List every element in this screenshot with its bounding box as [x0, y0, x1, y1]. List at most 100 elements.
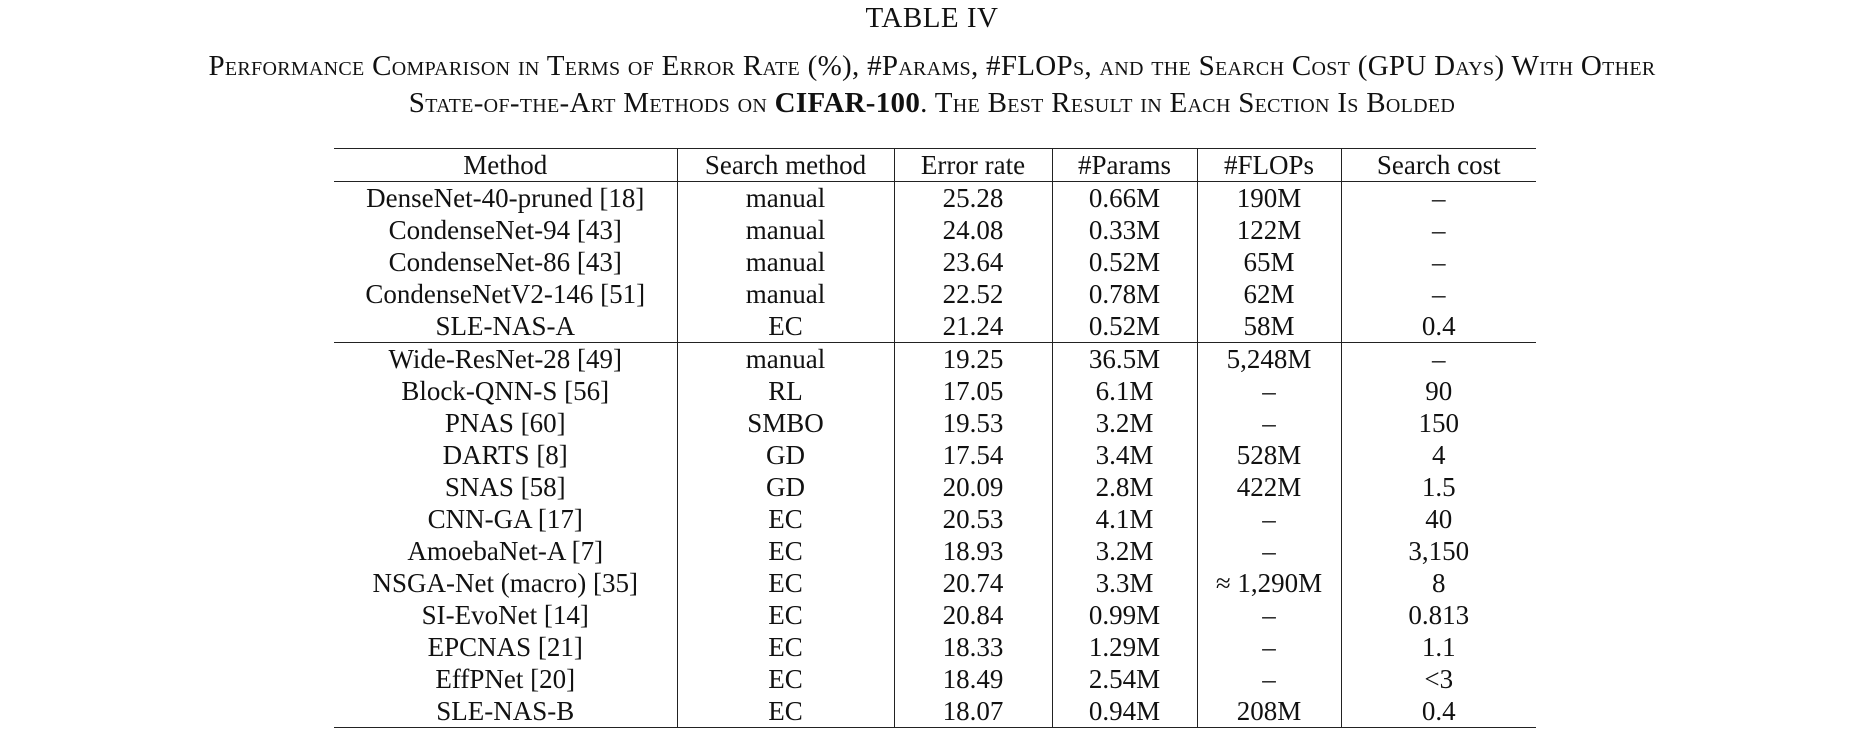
cell-search-method: EC: [676, 695, 895, 728]
cell-flops: –: [1196, 535, 1342, 567]
cell-error-rate: 20.09: [893, 471, 1053, 503]
caption-line-2: State-of-the-Art Methods on CIFAR-100. T…: [0, 85, 1864, 122]
cell-search-method: manual: [676, 181, 895, 214]
cell-params: 3.2M: [1051, 407, 1198, 439]
header-error-rate: Error rate: [893, 148, 1053, 182]
cell-error-rate: 18.33: [893, 631, 1053, 663]
cell-search-method: EC: [676, 503, 895, 535]
cell-method: CondenseNetV2-146 [51]: [334, 278, 678, 310]
cell-search-method: EC: [676, 535, 895, 567]
cell-flops: 528M: [1196, 439, 1342, 471]
cell-method: EPCNAS [21]: [334, 631, 678, 663]
table-row: SI-EvoNet [14] EC 20.84 0.99M –0.813: [334, 599, 1536, 631]
cell-flops: 422M: [1196, 471, 1342, 503]
cell-flops: –: [1196, 503, 1342, 535]
cell-params: 3.4M: [1051, 439, 1198, 471]
cell-flops: –: [1196, 407, 1342, 439]
cell-flops: 122M: [1196, 214, 1342, 246]
cell-params: 0.52M: [1051, 310, 1198, 343]
cell-error-rate: 17.05: [893, 375, 1053, 407]
cell-method: AmoebaNet-A [7]: [334, 535, 678, 567]
cell-flops: –: [1196, 599, 1342, 631]
cell-search-method: manual: [676, 342, 895, 375]
cell-search-cost: –: [1340, 278, 1536, 310]
header-flops: #FLOPs: [1196, 148, 1342, 182]
table-row: CondenseNet-94 [43] manual 24.08 0.33M 122M –: [334, 214, 1536, 246]
table-row: SLE-NAS-A EC 21.24 0.52M 58M 0.4: [334, 310, 1536, 343]
header-method: Method: [334, 148, 678, 182]
cell-params: 0.78M: [1051, 278, 1198, 310]
cell-method: CondenseNet-94 [43]: [334, 214, 678, 246]
cell-search-method: manual: [676, 246, 895, 278]
cell-search-method: manual: [676, 278, 895, 310]
cell-method: NSGA-Net (macro) [35]: [334, 567, 678, 599]
cell-search-cost: 4: [1340, 439, 1536, 471]
caption-line-2-prefix: State-of-the-Art Methods on: [408, 87, 775, 119]
table-row: CondenseNet-86 [43] manual 23.64 0.52M 65M –: [334, 246, 1536, 278]
table-row: Wide-ResNet-28 [49] manual 19.25 36.5M 5,248…: [334, 342, 1536, 375]
cell-params: 0.66M: [1051, 181, 1198, 214]
caption-line-1: Performance Comparison in Terms of Error…: [208, 50, 1656, 82]
cell-params: 0.99M: [1051, 599, 1198, 631]
cell-method: PNAS [60]: [334, 407, 678, 439]
cell-flops: –: [1196, 375, 1342, 407]
cell-method: SI-EvoNet [14]: [334, 599, 678, 631]
cell-flops: –: [1196, 631, 1342, 663]
table-row: DARTS [8] GD 17.54 3.4M 528M 4: [334, 439, 1536, 471]
cell-search-cost: 150: [1340, 407, 1536, 439]
table-row: EPCNAS [21] EC 18.33 1.29M –1.1: [334, 631, 1536, 663]
table-row: PNAS [60] SMBO 19.53 3.2M –150: [334, 407, 1536, 439]
header-params: #Params: [1051, 148, 1198, 182]
cell-params: 36.5M: [1051, 342, 1198, 375]
cell-error-rate: 19.53: [893, 407, 1053, 439]
cell-params: 6.1M: [1051, 375, 1198, 407]
cell-search-method: EC: [676, 567, 895, 599]
cell-search-cost: 8: [1340, 567, 1536, 599]
cell-params: 3.3M: [1051, 567, 1198, 599]
cell-search-method: GD: [676, 439, 895, 471]
table-caption: Performance Comparison in Terms of Error…: [0, 48, 1864, 122]
cell-search-method: EC: [676, 599, 895, 631]
cell-search-cost: 0.4: [1340, 695, 1536, 728]
cell-method: DenseNet-40-pruned [18]: [334, 181, 678, 214]
cell-flops: 5,248M: [1196, 342, 1342, 375]
header-search-cost: Search cost: [1340, 148, 1536, 182]
table-row: CondenseNetV2-146 [51] manual 22.52 0.78M 62…: [334, 278, 1536, 310]
results-table: Method Search method Error rate #Params …: [334, 148, 1536, 728]
cell-search-method: EC: [676, 663, 895, 695]
table-section-2: Wide-ResNet-28 [49] manual 19.25 36.5M 5,248…: [334, 342, 1536, 728]
cell-error-rate: 18.49: [893, 663, 1053, 695]
cell-search-cost: <3: [1340, 663, 1536, 695]
cell-method: SNAS [58]: [334, 471, 678, 503]
cell-error-rate: 21.24: [893, 310, 1053, 343]
cell-search-method: RL: [676, 375, 895, 407]
cell-method: Block-QNN-S [56]: [334, 375, 678, 407]
table-row: DenseNet-40-pruned [18] manual 25.28 0.66M 1…: [334, 181, 1536, 214]
cell-search-cost: –: [1340, 181, 1536, 214]
cell-params: 0.94M: [1051, 695, 1198, 728]
cell-method: CNN-GA [17]: [334, 503, 678, 535]
cell-error-rate: 19.25: [893, 342, 1053, 375]
cell-method: CondenseNet-86 [43]: [334, 246, 678, 278]
cell-search-cost: –: [1340, 246, 1536, 278]
cell-search-cost: 40: [1340, 503, 1536, 535]
cell-method: DARTS [8]: [334, 439, 678, 471]
cell-params: 2.54M: [1051, 663, 1198, 695]
cell-search-cost: 3,150: [1340, 535, 1536, 567]
table-row: CNN-GA [17] EC 20.53 4.1M –40: [334, 503, 1536, 535]
cell-search-cost: –: [1340, 214, 1536, 246]
cell-error-rate: 18.93: [893, 535, 1053, 567]
caption-line-2-suffix: . The Best Result in Each Section Is Bol…: [920, 87, 1456, 119]
cell-search-method: EC: [676, 631, 895, 663]
cell-flops: 62M: [1196, 278, 1342, 310]
cell-flops: ≈ 1,290M: [1196, 567, 1342, 599]
cell-search-cost: –: [1340, 342, 1536, 375]
header-search-method: Search method: [676, 148, 895, 182]
table-row: SLE-NAS-B EC 18.07 0.94M 208M 0.4: [334, 695, 1536, 728]
cell-search-cost: 0.813: [1340, 599, 1536, 631]
cell-params: 0.33M: [1051, 214, 1198, 246]
cell-flops: 58M: [1196, 310, 1342, 343]
table-row: AmoebaNet-A [7] EC 18.93 3.2M –3,150: [334, 535, 1536, 567]
cell-error-rate: 22.52: [893, 278, 1053, 310]
